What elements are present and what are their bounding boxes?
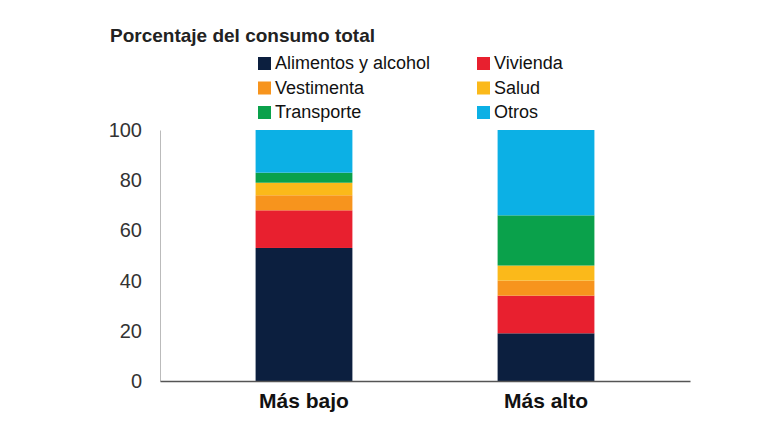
y-tick: 100	[109, 119, 160, 141]
bar-segment	[498, 130, 595, 215]
x-axis-line	[161, 381, 691, 383]
y-tick-label: 80	[120, 169, 142, 191]
legend-label: Salud	[494, 78, 540, 98]
bar-segment	[498, 296, 595, 334]
bar-segment	[498, 333, 595, 381]
y-tick-label: 100	[109, 119, 142, 141]
legend-item: Alimentos y alcohol	[258, 53, 430, 73]
title: Porcentaje del consumo total	[110, 25, 375, 46]
x-tick-label: Más alto	[504, 389, 588, 412]
legend-label: Vivienda	[494, 53, 564, 73]
legend: Alimentos y alcohol Vivienda Vestimenta Sal…	[258, 53, 564, 122]
legend-swatch	[477, 57, 490, 70]
bar-segment	[256, 130, 353, 173]
legend-label: Vestimenta	[275, 78, 365, 98]
y-tick: 60	[120, 219, 160, 241]
bar-segment	[498, 281, 595, 296]
bar-segment	[256, 195, 353, 210]
x-tick: Más bajo	[259, 381, 349, 412]
legend-swatch	[258, 106, 271, 119]
y-tick-label: 40	[120, 270, 142, 292]
bars	[256, 130, 595, 381]
x-tick: Más alto	[504, 381, 588, 412]
x-axis: Más bajo Más alto	[161, 381, 691, 412]
bar-segment	[256, 210, 353, 248]
legend-label: Alimentos y alcohol	[275, 53, 430, 73]
y-tick-label: 60	[120, 219, 142, 241]
legend-item: Salud	[477, 78, 540, 98]
x-tick-label: Más bajo	[259, 389, 349, 412]
y-axis: 0 20 40 60 80 100	[109, 119, 161, 392]
legend-label: Otros	[494, 102, 538, 122]
y-tick: 80	[120, 169, 160, 191]
legend-item: Transporte	[258, 102, 361, 122]
y-tick-label: 0	[131, 370, 142, 392]
legend-item: Vivienda	[477, 53, 564, 73]
legend-item: Vestimenta	[258, 78, 365, 98]
legend-label: Transporte	[275, 102, 361, 122]
y-tick: 0	[131, 370, 160, 392]
bar-segment	[256, 248, 353, 381]
legend-swatch	[477, 82, 490, 95]
legend-swatch	[258, 82, 271, 95]
chart: Porcentaje del consumo total 0 20 40 60 80 100…	[0, 0, 780, 439]
y-tick: 40	[120, 270, 160, 292]
legend-item: Otros	[477, 102, 538, 122]
legend-swatch	[477, 106, 490, 119]
y-tick: 20	[120, 320, 160, 342]
y-tick-label: 20	[120, 320, 142, 342]
bar-segment	[256, 183, 353, 196]
bar-segment	[498, 266, 595, 281]
legend-swatch	[258, 57, 271, 70]
y-axis-line	[160, 131, 161, 382]
bar-segment	[256, 173, 353, 183]
bar-segment	[498, 215, 595, 265]
